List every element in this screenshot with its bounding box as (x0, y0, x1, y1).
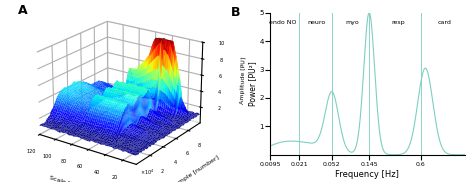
Text: endo NO: endo NO (269, 20, 297, 25)
Text: B: B (231, 6, 241, 19)
Text: resp: resp (391, 20, 405, 25)
Y-axis label: Sample [number]: Sample [number] (172, 155, 220, 182)
Text: myo: myo (346, 20, 360, 25)
Text: A: A (18, 4, 28, 17)
Y-axis label: Power [PU²]: Power [PU²] (247, 61, 256, 106)
Text: card: card (438, 20, 451, 25)
Text: neuro: neuro (307, 20, 326, 25)
X-axis label: Frequency [Hz]: Frequency [Hz] (336, 170, 399, 179)
X-axis label: Scale [1/Hz]: Scale [1/Hz] (48, 174, 86, 182)
Text: $\times10^4$: $\times10^4$ (140, 168, 155, 177)
